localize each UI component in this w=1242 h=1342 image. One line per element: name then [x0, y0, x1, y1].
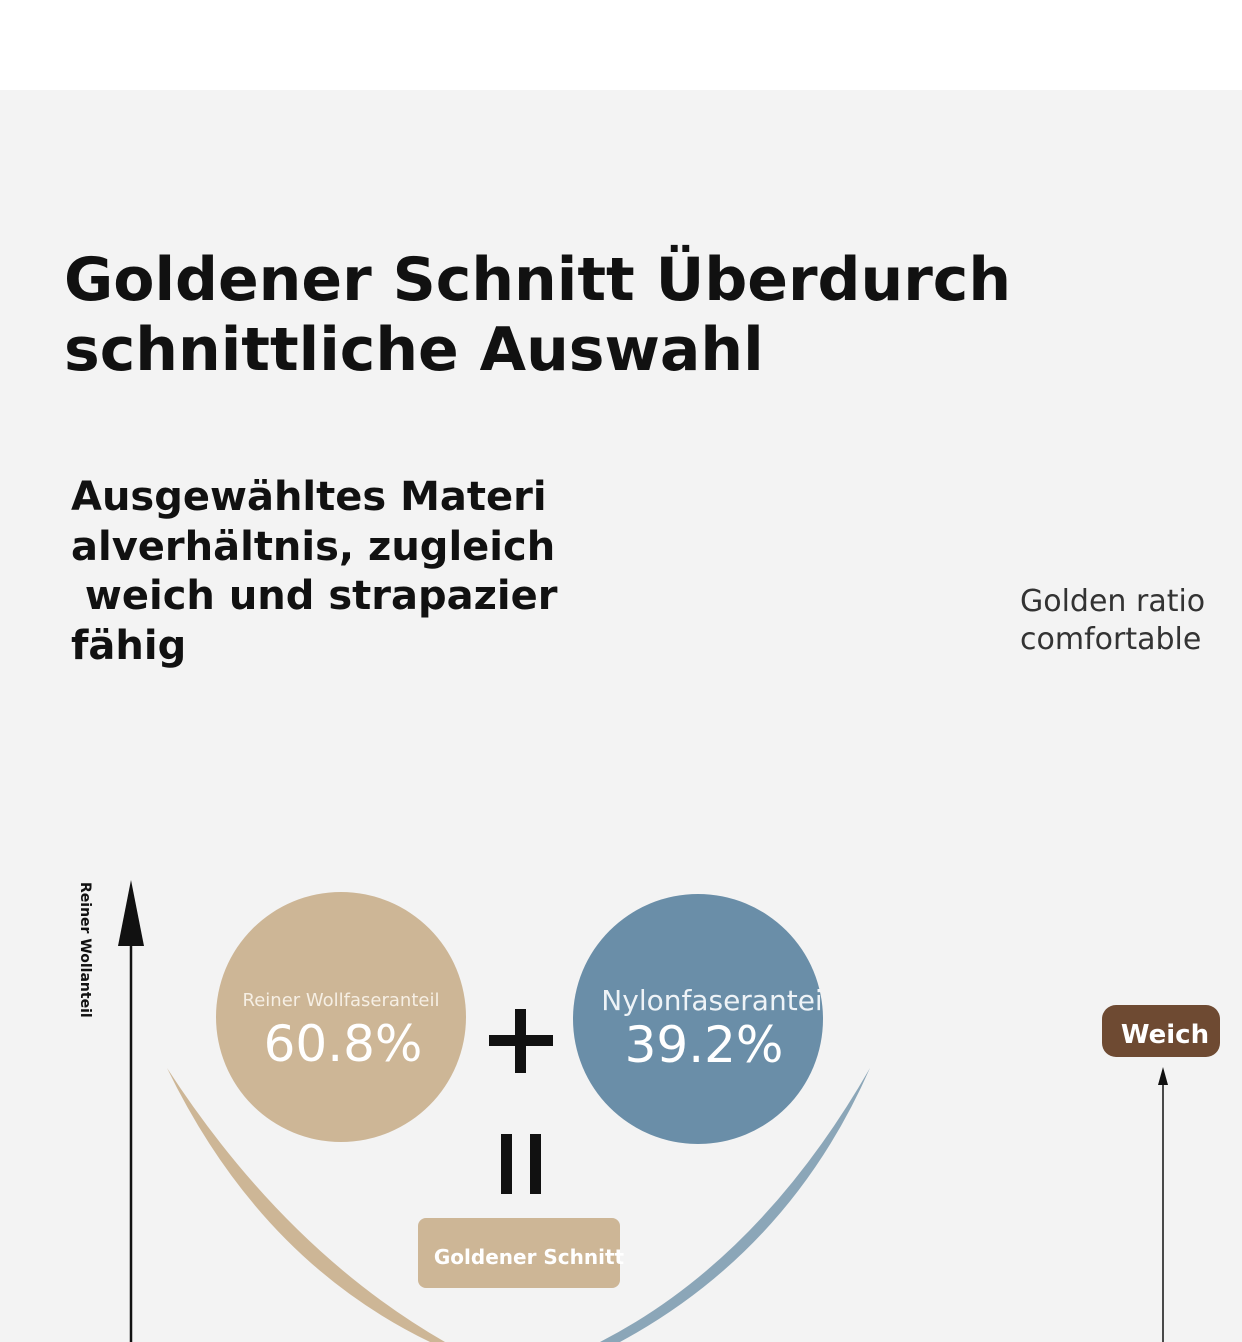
result-label: Goldener Schnitt: [434, 1245, 625, 1269]
intro-line: weich und strapazier: [71, 573, 558, 619]
right-arrow: [1158, 1067, 1168, 1085]
wool-circle: [216, 892, 466, 1142]
intro-line: Ausgewähltes Materi: [71, 474, 547, 520]
equals: [501, 1134, 512, 1194]
top-band: [0, 0, 1242, 90]
nylon-share: 39.2%: [625, 1016, 784, 1074]
nylon-label: Nylonfaserantei: [601, 984, 822, 1017]
badge-label: Weich: [1121, 1020, 1209, 1050]
title: Goldener Schnitt Überdurch schnittliche A…: [64, 245, 1011, 385]
plus: [515, 1009, 526, 1073]
nylon-circle: [573, 894, 823, 1144]
title-line: Goldener Schnitt Überdurch: [64, 245, 1012, 315]
equals: [530, 1134, 541, 1194]
tagline-line: Golden ratio: [1020, 584, 1206, 619]
result-button: [418, 1218, 620, 1288]
tagline: Golden ratio comfortable: [1020, 583, 1205, 659]
intro-line: fähig: [71, 622, 187, 669]
tagline-line: comfortable: [1020, 622, 1202, 657]
badge: [1102, 1005, 1220, 1057]
axis-arrow: [118, 880, 144, 946]
axis-label: Reiner Wollanteil: [77, 882, 93, 1018]
title-line: schnittliche Auswahl: [64, 315, 764, 385]
intro-line: alverhältnis, zugleich: [71, 523, 556, 570]
wool-label: Reiner Wollfaseranteil: [243, 990, 440, 1011]
intro: Ausgewähltes Materi alverhältnis, zugleic…: [71, 473, 557, 671]
wool-share: 60.8%: [264, 1015, 423, 1073]
